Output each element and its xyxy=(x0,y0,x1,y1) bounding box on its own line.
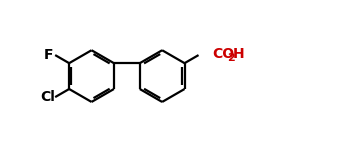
Text: F: F xyxy=(44,48,53,62)
Text: 2: 2 xyxy=(227,53,235,63)
Text: CO: CO xyxy=(212,47,234,61)
Text: Cl: Cl xyxy=(40,90,55,104)
Text: H: H xyxy=(233,47,244,61)
